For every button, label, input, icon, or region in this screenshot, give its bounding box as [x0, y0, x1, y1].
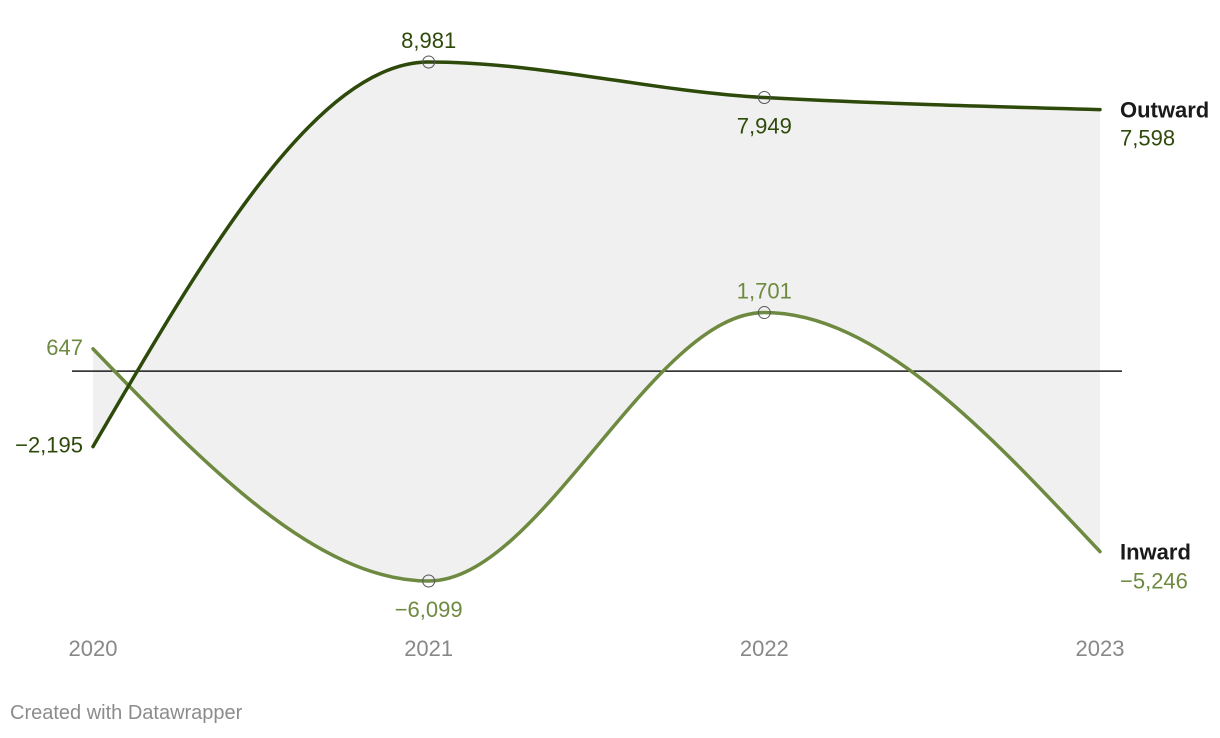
series-line-inward — [91, 310, 1102, 583]
value-label-outward-2023: 7,598 — [1120, 126, 1175, 151]
value-label-inward-2023: −5,246 — [1120, 569, 1188, 594]
series-line-outward — [91, 60, 1102, 449]
value-labels-layer: −2,195 8,981 7,949 7,598 Outward 647 −6,099 1,7… — [15, 28, 1209, 622]
point-marker-inward-2021 — [422, 574, 436, 588]
point-marker-inward-2022 — [757, 306, 771, 320]
series-lines-layer — [91, 60, 1102, 583]
point-marker-outward-2022 — [757, 91, 771, 105]
value-label-inward-2020: 647 — [46, 335, 83, 360]
value-label-outward-2021: 8,981 — [401, 28, 456, 53]
range-fill-layer — [93, 62, 1100, 581]
range-fill-area — [93, 62, 1100, 581]
x-tick-label-2021: 2021 — [404, 636, 453, 661]
value-label-inward-2022: 1,701 — [737, 279, 792, 304]
credit-text: Created with Datawrapper — [10, 702, 243, 724]
x-tick-label-2022: 2022 — [740, 636, 789, 661]
value-label-outward-2020: −2,195 — [15, 433, 83, 458]
x-tick-label-2023: 2023 — [1076, 636, 1125, 661]
x-axis: 2020 2021 2022 2023 — [69, 636, 1125, 661]
series-label-outward: Outward — [1120, 98, 1209, 123]
point-markers-layer — [422, 55, 771, 588]
series-label-inward: Inward — [1120, 540, 1191, 565]
value-label-outward-2022: 7,949 — [737, 114, 792, 139]
point-marker-outward-2021 — [422, 55, 436, 69]
value-label-inward-2021: −6,099 — [395, 597, 463, 622]
x-tick-label-2020: 2020 — [69, 636, 118, 661]
